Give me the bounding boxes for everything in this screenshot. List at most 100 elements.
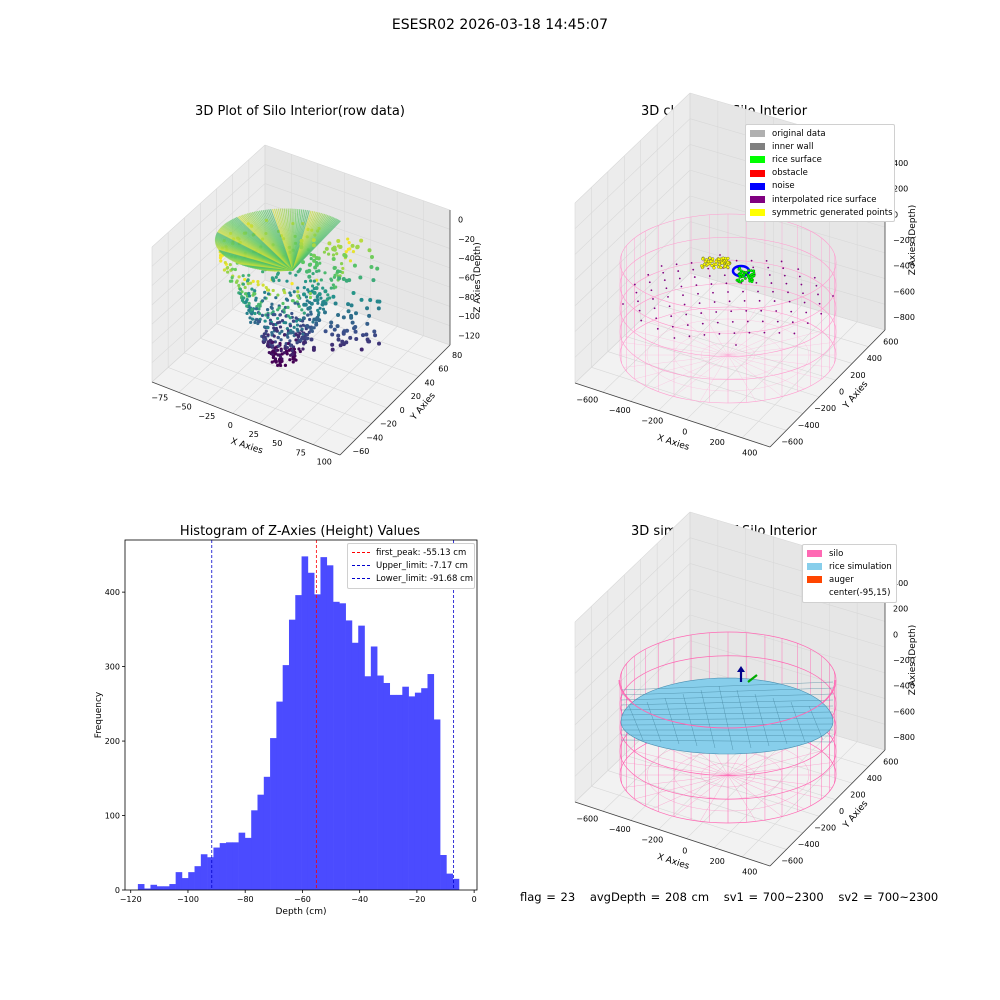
interpolated-point (667, 295, 669, 298)
data-point (344, 250, 348, 254)
data-point (268, 321, 273, 326)
interpolated-point (746, 320, 749, 323)
interpolated-point (678, 277, 681, 280)
data-point (364, 332, 369, 337)
interpolated-point (663, 279, 666, 282)
data-point (262, 332, 266, 336)
data-point (228, 263, 232, 267)
data-point (367, 248, 372, 253)
mesh-line (718, 685, 734, 751)
data-point (247, 308, 251, 312)
grid-line (640, 319, 836, 381)
mesh-line (790, 701, 806, 743)
y-tick-label: 0 (400, 406, 405, 415)
interpolated-point (787, 291, 789, 294)
data-point (277, 306, 281, 310)
histogram-bar (402, 686, 409, 890)
interpolated-point (727, 291, 729, 293)
data-point (241, 274, 245, 278)
z-tick-label: −800 (893, 313, 915, 322)
legend-label: Upper_limit: -7.17 cm (376, 560, 468, 571)
grid-line (151, 164, 266, 267)
data-point (302, 292, 307, 297)
data-point (308, 291, 312, 296)
data-point (260, 299, 265, 303)
data-point (282, 308, 286, 312)
mesh-line (620, 687, 834, 696)
interpolated-point (758, 299, 761, 302)
mesh-line (808, 705, 824, 741)
data-point (365, 321, 370, 326)
interpolated-point (635, 291, 638, 294)
data-point (338, 244, 343, 249)
data-point (228, 279, 233, 283)
histogram-bar (219, 843, 227, 890)
interpolated-point (806, 322, 809, 325)
histogram-bar (169, 884, 176, 890)
data-point (325, 298, 329, 302)
grid-line (574, 640, 691, 751)
mesh-line (628, 705, 644, 741)
data-point (352, 263, 357, 268)
data-point (348, 259, 353, 263)
x-tick-label: 50 (272, 439, 282, 448)
histogram-bar (307, 572, 315, 890)
histogram-bar (282, 665, 290, 890)
histogram-bar (295, 595, 302, 890)
data-point (359, 297, 364, 302)
legend-label: interpolated rice surface (772, 194, 877, 205)
rice-surface-point (737, 278, 740, 282)
mesh-line (620, 739, 834, 743)
grid-line (714, 733, 830, 848)
interpolated-point (778, 331, 781, 334)
grid-line (574, 118, 691, 229)
data-point (307, 262, 312, 267)
data-point (294, 338, 298, 342)
interpolated-point (670, 315, 673, 318)
y-tick-label: 200 (105, 737, 120, 746)
symmetric-point (720, 261, 724, 265)
data-point (301, 347, 305, 351)
data-point (326, 293, 330, 297)
grid-line (574, 195, 691, 307)
data-point (230, 267, 235, 271)
data-point (266, 292, 271, 296)
data-point (292, 357, 296, 361)
histogram-bar (175, 872, 183, 890)
legend-swatch (807, 550, 822, 558)
data-point (253, 292, 257, 296)
symmetric-point (726, 265, 730, 269)
data-point (309, 257, 313, 261)
data-point (263, 319, 267, 323)
grid-line (602, 280, 719, 393)
data-point (304, 295, 309, 299)
data-point (276, 363, 280, 367)
data-point (341, 276, 346, 281)
histogram-bar (333, 601, 340, 890)
data-point (330, 347, 335, 352)
interpolated-point (637, 300, 639, 303)
mesh-line (620, 681, 834, 691)
y-tick-label: −40 (366, 433, 383, 442)
y-tick-label: −20 (380, 420, 397, 429)
data-point (302, 340, 306, 345)
data-point (305, 323, 310, 328)
data-point (276, 344, 281, 348)
data-point (276, 321, 280, 325)
data-point (296, 294, 300, 298)
mesh-line (682, 693, 698, 747)
data-point (282, 289, 286, 293)
data-point (256, 283, 260, 287)
data-point (296, 335, 300, 339)
silo-ring (700, 342, 756, 368)
data-point (253, 311, 257, 316)
grid-line (184, 352, 372, 424)
interpolated-point (748, 331, 751, 334)
symmetric-point (717, 262, 721, 267)
data-point (292, 325, 296, 329)
z-tick-label: −40 (458, 254, 475, 263)
interpolated-point (675, 263, 678, 266)
data-point (298, 349, 302, 354)
data-point (218, 253, 223, 258)
data-point (247, 294, 252, 298)
